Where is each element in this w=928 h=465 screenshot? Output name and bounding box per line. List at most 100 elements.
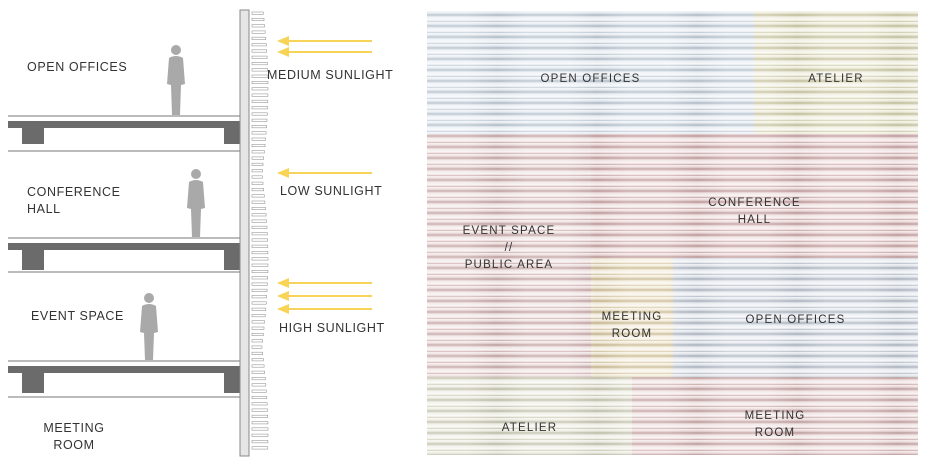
louvre-fin	[251, 383, 267, 387]
louvre-fin	[251, 131, 267, 135]
section-label-meeting-room: MEETING ROOM	[43, 421, 105, 452]
louvre-fin	[251, 402, 268, 406]
louvre-fin	[251, 55, 268, 59]
louvre-fin	[251, 17, 265, 21]
louvre-fin	[251, 364, 265, 368]
louvre-fin	[251, 408, 268, 412]
sun-arrow	[277, 278, 372, 288]
facade-label-open-offices: OPEN OFFICES	[540, 73, 641, 85]
facade-label-atelier: ATELIER	[808, 73, 864, 85]
facade-label-meeting-room: MEETING ROOM	[601, 311, 663, 340]
building-section	[8, 9, 372, 457]
louvre-fin	[251, 62, 268, 66]
louvre-fin	[251, 30, 266, 34]
person-silhouette-3	[140, 293, 158, 360]
louvre-fin	[251, 36, 267, 40]
louvre-fin	[251, 156, 264, 160]
louvre-fin	[251, 314, 266, 318]
facade-label-meeting-room-2: MEETING ROOM	[744, 410, 806, 439]
louvre-fin	[251, 68, 268, 72]
louvre-fin	[251, 232, 268, 236]
louvre-fin	[251, 288, 268, 292]
louvre-fin	[251, 244, 269, 248]
louvre-fin	[251, 339, 263, 343]
louvre-fin	[251, 99, 269, 103]
louvre-fin	[251, 87, 269, 91]
facade-label-event-space: EVENT SPACE // PUBLIC AREA	[462, 225, 556, 271]
louvre-fin	[251, 332, 264, 336]
louvre-fin	[251, 137, 266, 141]
sunlight-label-high: HIGH SUNLIGHT	[279, 321, 385, 335]
louvre-fin	[251, 106, 268, 110]
louvre-fin	[251, 345, 263, 349]
louvre-fin	[251, 162, 264, 166]
facade-louvre-pattern	[427, 11, 918, 455]
louvre-fin	[251, 169, 263, 173]
louvre-fin	[251, 370, 265, 374]
louvre-fin	[251, 414, 268, 418]
louvre-fin	[251, 433, 269, 437]
facade-label-atelier-2: ATELIER	[501, 422, 558, 434]
louvre-fin	[251, 207, 266, 211]
louvre-fin	[251, 225, 268, 229]
person-silhouette-1	[167, 45, 185, 115]
facade-label-conference-hall: CONFERENCE HALL	[708, 197, 801, 226]
louvre-fin	[251, 11, 264, 15]
louvre-fins	[251, 11, 269, 450]
louvre-fin	[251, 43, 267, 47]
louvre-fin	[251, 282, 268, 286]
facade-label-open-offices-2: OPEN OFFICES	[745, 314, 846, 326]
louvre-fin	[251, 188, 264, 192]
louvre-fin	[251, 440, 269, 444]
louvre-fin	[251, 320, 265, 324]
louvre-fin	[251, 301, 267, 305]
floor-slab-3	[8, 360, 246, 398]
louvre-fin	[251, 257, 269, 261]
louvre-fin	[251, 395, 268, 399]
sunlight-label-low: LOW SUNLIGHT	[280, 184, 383, 198]
section-label-open-offices: OPEN OFFICES	[27, 60, 128, 74]
louvre-fin	[251, 194, 265, 198]
louvre-fin	[251, 358, 264, 362]
louvre-fin	[251, 421, 269, 425]
louvre-fin	[251, 49, 267, 53]
louvre-fin	[251, 81, 269, 85]
person-silhouette-2	[187, 169, 205, 237]
sunlight-arrows	[277, 36, 372, 314]
louvre-fin	[251, 446, 269, 450]
louvre-fin	[251, 24, 265, 28]
sun-arrow	[277, 47, 372, 57]
louvre-fin	[251, 307, 267, 311]
louvre-fin	[251, 93, 269, 97]
louvre-fin	[251, 125, 267, 129]
sun-arrow	[277, 304, 372, 314]
louvre-fin	[251, 389, 267, 393]
section-label-conference-hall: CONFERENCE HALL	[27, 185, 121, 216]
louvre-fin	[251, 238, 268, 242]
louvre-fin	[251, 74, 269, 78]
louvre-fin	[251, 150, 265, 154]
louvre-fin	[251, 427, 269, 431]
louvre-fin	[251, 219, 267, 223]
section-label-event-space: EVENT SPACE	[31, 309, 124, 323]
floor-slab-2	[8, 237, 246, 273]
sun-arrow	[277, 168, 372, 178]
louvre-fin	[251, 263, 269, 267]
louvre-fin	[251, 377, 266, 381]
louvre-fin	[251, 295, 267, 299]
louvre-fin	[251, 351, 263, 355]
louvre-fin	[251, 112, 268, 116]
sun-arrow	[277, 291, 372, 301]
louvre-fin	[251, 181, 264, 185]
sun-arrow	[277, 36, 372, 46]
sunlight-label-medium: MEDIUM SUNLIGHT	[267, 68, 394, 82]
louvre-fin	[251, 118, 268, 122]
louvre-fin	[251, 251, 269, 255]
louvre-fin	[251, 175, 263, 179]
louvre-fin	[251, 269, 269, 273]
louvre-fin	[251, 213, 267, 217]
louvre-fin	[251, 276, 268, 280]
louvre-fin	[251, 200, 266, 204]
floor-slab-1	[8, 115, 246, 152]
facade-elevation: OPEN OFFICES ATELIER EVENT SPACE // PUBL…	[427, 11, 918, 455]
